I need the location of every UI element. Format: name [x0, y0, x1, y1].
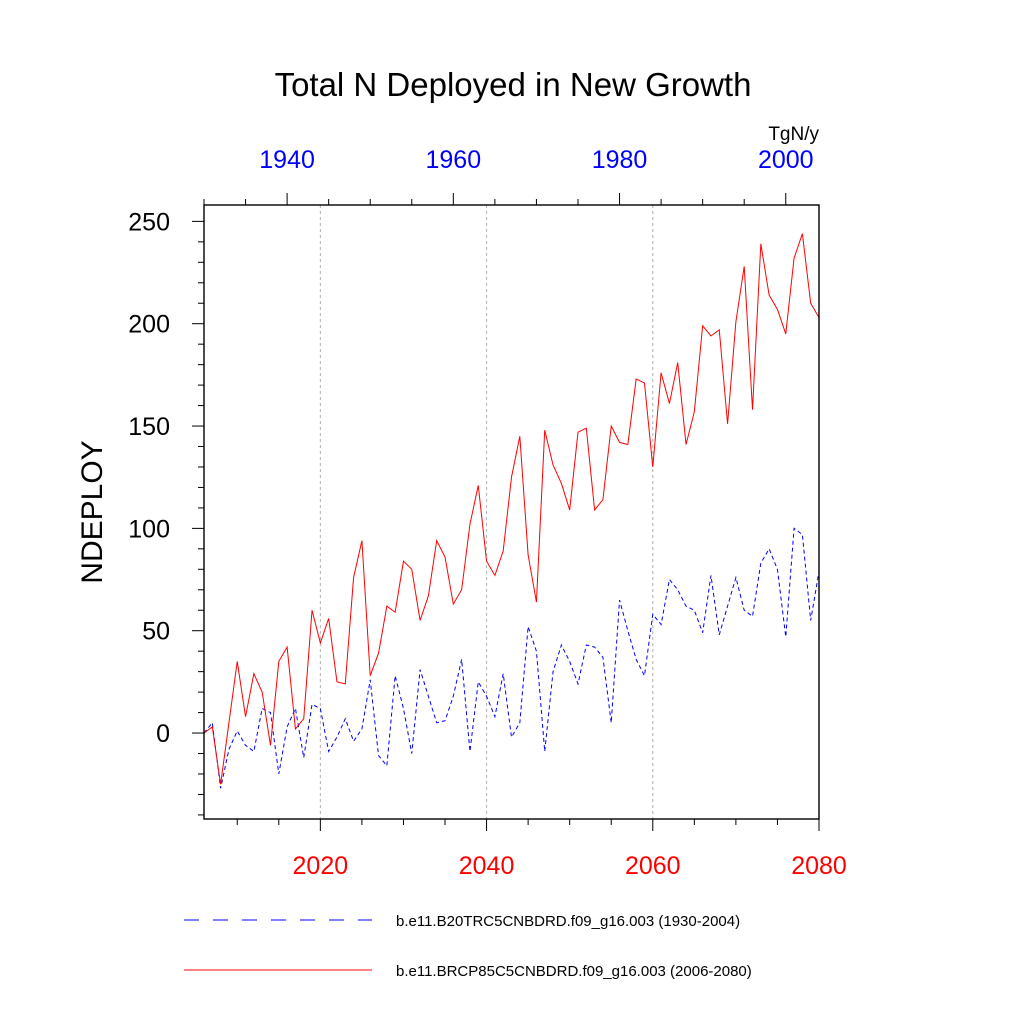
top-tick-label-1980: 1980 [592, 146, 648, 174]
bottom-tick-label-2060: 2060 [625, 852, 681, 880]
top-tick-label-1960: 1960 [426, 146, 482, 174]
y-tick-label-0: 0 [156, 720, 170, 748]
chart-title: Total N Deployed in New Growth [275, 66, 752, 103]
plot-series [203, 233, 820, 789]
plot-frame [203, 204, 820, 820]
gridlines [319, 205, 654, 819]
legend-label-1: b.e11.B20TRC5CNBDRD.f09_g16.003 (1930-20… [396, 913, 740, 930]
bottom-tick-label-2020: 2020 [293, 852, 349, 880]
top-tick-label-2000: 2000 [758, 146, 814, 174]
top-tick-label-1940: 1940 [259, 146, 315, 174]
series-line-1 [203, 527, 820, 789]
y-tick-label-50: 50 [142, 618, 170, 646]
y-axis-label: NDEPLOY [76, 440, 109, 583]
legend: b.e11.B20TRC5CNBDRD.f09_g16.003 (1930-20… [184, 913, 752, 980]
legend-label-2: b.e11.BRCP85C5CNBDRD.f09_g16.003 (2006-2… [396, 963, 752, 980]
series-line-2 [203, 233, 820, 785]
bottom-tick-label-2040: 2040 [459, 852, 515, 880]
y-tick-label-100: 100 [128, 515, 170, 543]
y-tick-label-150: 150 [128, 413, 170, 441]
units-label: TgN/y [768, 124, 819, 145]
y-tick-label-200: 200 [128, 311, 170, 339]
bottom-tick-label-2080: 2080 [791, 852, 847, 880]
y-tick-label-250: 250 [128, 208, 170, 236]
axes: 0 50 100 150 200 250 2020 2040 2060 2080 1940 1960 1… [128, 146, 847, 880]
